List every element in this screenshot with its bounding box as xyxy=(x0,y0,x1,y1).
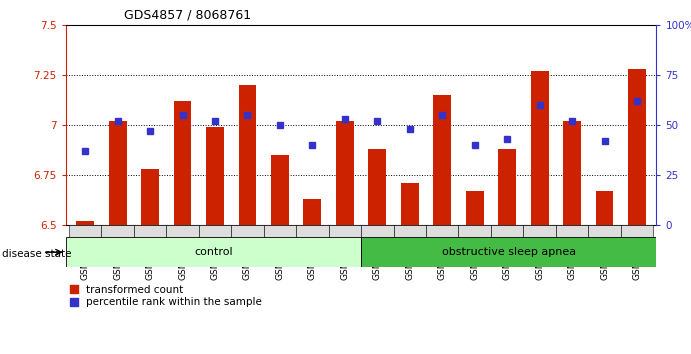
Bar xyxy=(426,225,458,248)
Text: disease state: disease state xyxy=(2,249,72,259)
Bar xyxy=(134,225,167,248)
Bar xyxy=(231,225,264,248)
Bar xyxy=(361,237,656,267)
Bar xyxy=(491,225,523,248)
Text: obstructive sleep apnea: obstructive sleep apnea xyxy=(442,247,576,257)
Bar xyxy=(596,191,614,225)
Bar xyxy=(102,225,134,248)
Bar xyxy=(199,225,231,248)
Bar xyxy=(361,225,393,248)
Bar xyxy=(271,155,289,225)
Text: GDS4857 / 8068761: GDS4857 / 8068761 xyxy=(124,9,252,22)
Bar xyxy=(238,85,256,225)
Bar xyxy=(393,225,426,248)
Bar xyxy=(329,225,361,248)
Bar xyxy=(108,121,126,225)
Bar xyxy=(336,121,354,225)
Bar xyxy=(368,149,386,225)
Bar xyxy=(433,95,451,225)
Text: control: control xyxy=(194,247,233,257)
Bar xyxy=(458,225,491,248)
Bar xyxy=(69,225,102,248)
Bar xyxy=(141,169,159,225)
Bar xyxy=(466,191,484,225)
Bar xyxy=(173,101,191,225)
Bar xyxy=(66,237,361,267)
Bar xyxy=(588,225,621,248)
Bar xyxy=(167,225,199,248)
Bar xyxy=(556,225,588,248)
Bar xyxy=(264,225,296,248)
Bar xyxy=(76,221,94,225)
Legend: transformed count, percentile rank within the sample: transformed count, percentile rank withi… xyxy=(71,285,263,308)
Bar xyxy=(563,121,581,225)
Bar xyxy=(531,71,549,225)
Bar xyxy=(206,127,224,225)
Bar xyxy=(296,225,329,248)
Bar xyxy=(401,183,419,225)
Bar xyxy=(621,225,653,248)
Bar xyxy=(303,199,321,225)
Bar xyxy=(628,69,646,225)
Bar xyxy=(523,225,556,248)
Bar xyxy=(498,149,516,225)
